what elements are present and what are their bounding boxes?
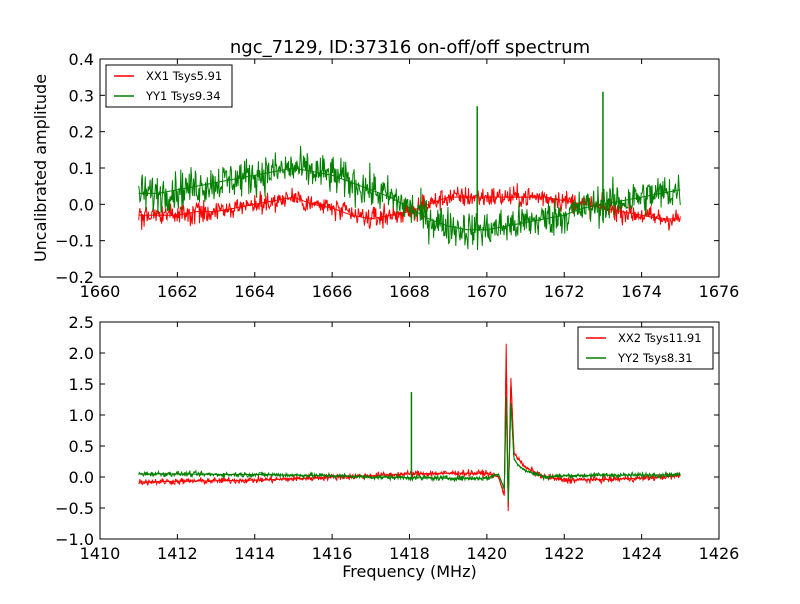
- legend-entry-label: YY2 Tsys8.31: [617, 351, 693, 365]
- x-tick-label: 1412: [157, 544, 198, 563]
- x-tick-label: 1670: [467, 282, 508, 301]
- legend-entry-label: XX2 Tsys11.91: [618, 331, 702, 345]
- series-trend-YY2: [138, 396, 681, 502]
- x-tick-label: 1416: [312, 544, 353, 563]
- legend-box: [577, 326, 714, 370]
- legend-entry-label: XX1 Tsys5.91: [146, 69, 222, 83]
- y-tick-label: 0.0: [69, 468, 94, 487]
- x-tick-label: 1410: [80, 544, 121, 563]
- x-tick-label: 1676: [699, 282, 740, 301]
- legend: XX1 Tsys5.91 YY1 Tsys9.34: [105, 64, 233, 108]
- x-tick-label: 1424: [621, 544, 662, 563]
- y-tick-label: 0.5: [69, 437, 94, 456]
- x-tick-label: 1664: [234, 282, 275, 301]
- y-tick-label: −0.1: [55, 232, 94, 251]
- x-tick-label: 1668: [389, 282, 430, 301]
- legend: XX2 Tsys11.91 YY2 Tsys8.31: [577, 326, 714, 370]
- chart-title: ngc_7129, ID:37316 on-off/off spectrum: [230, 37, 590, 58]
- y-axis-label: Uncalibrated amplitude: [31, 74, 50, 262]
- y-tick-label: 1.5: [69, 375, 94, 394]
- x-tick-label: 1422: [544, 544, 585, 563]
- y-tick-label: 0.4: [69, 50, 94, 69]
- y-tick-label: 1.0: [69, 406, 94, 425]
- y-tick-label: 0.1: [69, 159, 94, 178]
- y-tick-label: 2.0: [69, 344, 94, 363]
- x-tick-label: 1662: [157, 282, 198, 301]
- y-tick-label: 0.0: [69, 195, 94, 214]
- panel-2: 1410 1412 1414 1416 1418 1420 1422 1424 1426 2.5 2…: [55, 313, 739, 581]
- x-tick-label: 1674: [621, 282, 662, 301]
- x-tick-label: 1666: [312, 282, 353, 301]
- series-trend-YY1: [138, 167, 681, 231]
- y-tick-label: −1.0: [55, 530, 94, 549]
- panel-1: 1660 1662 1664 1666 1668 1670 1672 1674 1676 0.4 0…: [31, 50, 739, 301]
- legend-entry-label: YY1 Tsys9.34: [145, 89, 221, 103]
- y-tick-label: 0.2: [69, 123, 94, 142]
- x-tick-label: 1660: [80, 282, 121, 301]
- y-tick-label: −0.5: [55, 499, 94, 518]
- series-line-XX2: [138, 358, 681, 508]
- series-trend-XX2: [138, 343, 681, 512]
- x-axis-label: Frequency (MHz): [342, 562, 476, 581]
- x-tick-label: 1420: [467, 544, 508, 563]
- x-tick-label: 1414: [234, 544, 275, 563]
- legend-box: [105, 64, 233, 108]
- x-tick-label: 1426: [699, 544, 740, 563]
- x-tick-label: 1672: [544, 282, 585, 301]
- y-tick-label: 2.5: [69, 313, 94, 332]
- y-tick-label: 0.3: [69, 86, 94, 105]
- y-tick-label: −0.2: [55, 268, 94, 287]
- series-group: [138, 91, 681, 251]
- series-line-YY2: [138, 405, 681, 500]
- x-tick-label: 1418: [389, 544, 430, 563]
- series-group: [138, 343, 681, 512]
- chart-panels: 1660 1662 1664 1666 1668 1670 1672 1674 1676 0.4 0…: [31, 50, 739, 581]
